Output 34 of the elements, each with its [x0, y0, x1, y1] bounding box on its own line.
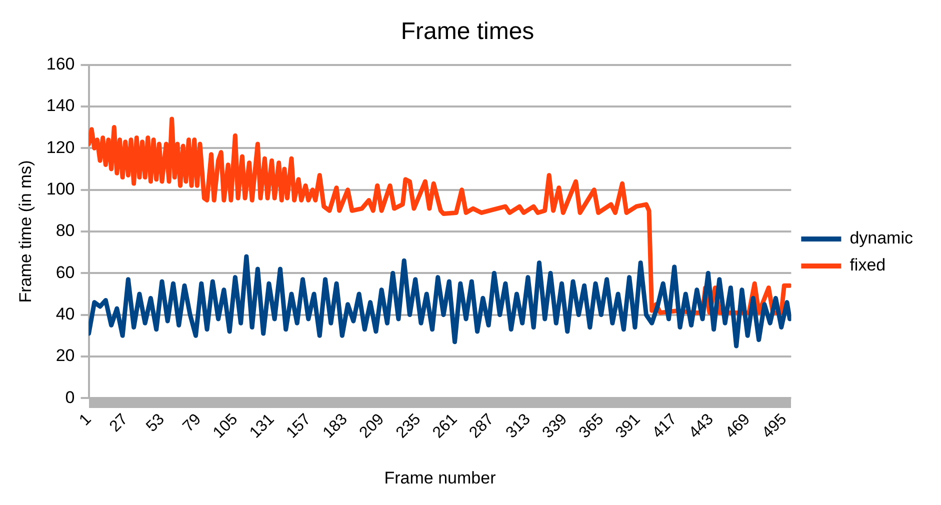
x-tick-label: 209: [356, 410, 388, 442]
legend-label: fixed: [850, 256, 886, 275]
y-tick-label: 100: [46, 179, 75, 198]
x-tick-label: 469: [722, 410, 754, 442]
x-tick-label: 157: [283, 410, 314, 442]
x-tick-label: 53: [143, 410, 168, 436]
x-tick-label: 183: [320, 410, 351, 442]
y-tick-label: 120: [46, 138, 75, 157]
y-tick-label: 140: [46, 96, 75, 116]
y-tick-label: 80: [56, 221, 75, 240]
x-tick-label: 235: [393, 410, 424, 442]
legend-label: dynamic: [850, 228, 914, 248]
x-tick-label: 365: [576, 410, 608, 442]
x-tick-label: 339: [540, 410, 571, 442]
x-tick-label: 495: [759, 410, 790, 442]
x-tick-label: 417: [649, 410, 680, 442]
chart-title: Frame times: [400, 18, 534, 46]
x-tick-label: 79: [180, 410, 205, 436]
y-axis-title: Frame time (in ms): [16, 160, 35, 303]
x-tick-label: 131: [246, 410, 278, 442]
x-tick-label: 1: [76, 410, 95, 430]
x-tick-label: 391: [612, 410, 644, 442]
x-tick-label: 261: [430, 410, 461, 442]
y-tick-label: 40: [56, 304, 75, 324]
x-tick-label: 287: [466, 410, 498, 442]
x-tick-label: 443: [686, 410, 717, 442]
y-tick-label: 0: [65, 388, 75, 407]
y-tick-label: 160: [46, 54, 75, 74]
y-tick-label: 20: [56, 346, 75, 366]
x-tick-label: 105: [210, 410, 242, 442]
x-axis-title: Frame number: [384, 468, 496, 488]
y-tick-label: 60: [56, 262, 75, 282]
x-tick-label: 27: [106, 410, 132, 436]
x-tick-label: 313: [503, 410, 534, 442]
